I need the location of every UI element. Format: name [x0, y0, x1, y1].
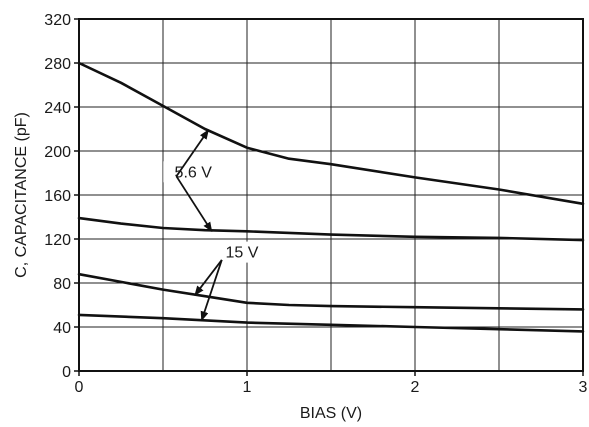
- x-tick-label: 3: [579, 379, 588, 396]
- series-line: [77, 216, 585, 242]
- x-axis-label: BIAS (V): [300, 405, 362, 422]
- axes: [74, 18, 584, 376]
- x-tick-label: 2: [411, 379, 420, 396]
- y-tick-label: 240: [44, 100, 71, 117]
- tick-labels: 0 1 2 3 0 40 80 120 160 200 240 280 320: [44, 12, 587, 396]
- y-axis-label: C, CAPACITANCE (pF): [13, 112, 30, 278]
- annotation-label: 15 V: [225, 245, 258, 262]
- grid: [78, 18, 584, 372]
- series-line: [77, 61, 585, 206]
- annotation-layer: 5.6 V 15 V: [163, 129, 272, 322]
- series-line: [77, 272, 585, 311]
- x-tick-label: 0: [75, 379, 84, 396]
- annotation-arrow: [175, 129, 210, 177]
- y-tick-label: 160: [44, 188, 71, 205]
- annotation-label-background: [163, 161, 224, 183]
- y-tick-label: 320: [44, 12, 71, 29]
- y-tick-label: 80: [53, 276, 71, 293]
- y-tick-label: 40: [53, 320, 71, 337]
- annotation-arrow: [175, 175, 213, 233]
- y-tick-label: 0: [62, 364, 71, 381]
- annotation-label: 5.6 V: [175, 164, 213, 181]
- y-tick-label: 200: [44, 144, 71, 161]
- annotation-arrow: [194, 259, 223, 296]
- y-tick-label: 280: [44, 56, 71, 73]
- series-layer: [77, 61, 585, 333]
- y-tick-label: 120: [44, 232, 71, 249]
- annotation-arrow: [200, 259, 223, 322]
- series-line: [77, 313, 585, 333]
- annotation-label-background: [211, 241, 272, 263]
- x-tick-label: 1: [243, 379, 252, 396]
